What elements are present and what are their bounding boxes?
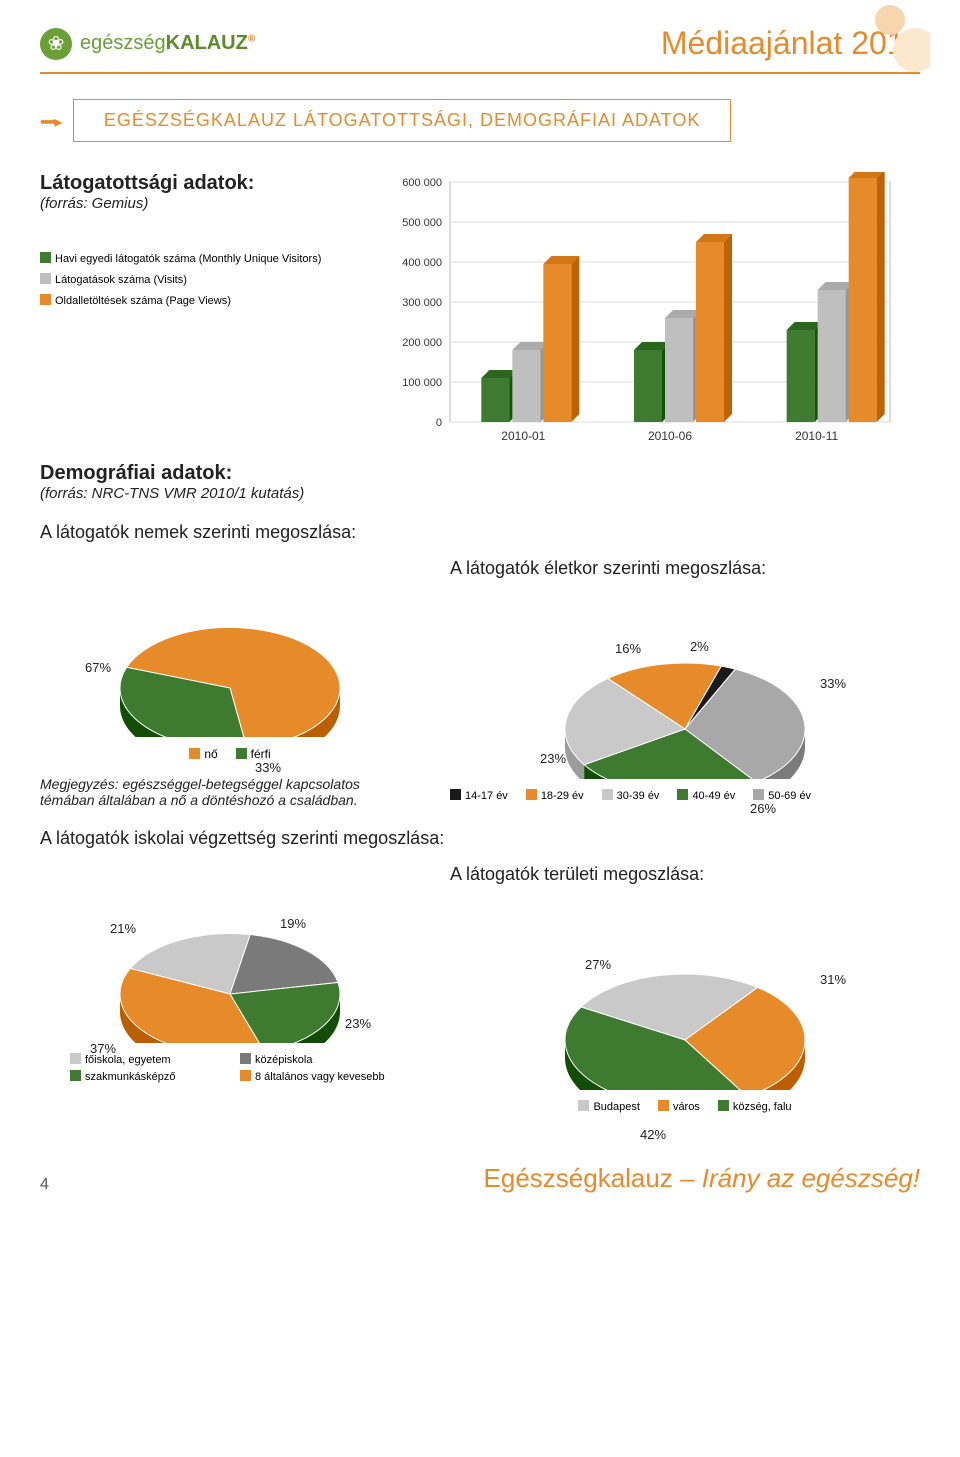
pie-slice-label: 67% — [85, 660, 111, 675]
pie-slice-label: 23% — [345, 1016, 371, 1031]
footer-tagline: Egészségkalauz – Irány az egészség! — [484, 1163, 920, 1194]
age-pie: 16%2%33%26%23% — [450, 589, 920, 779]
edu-legend: főiskola, egyetemközépiskolaszakmunkáské… — [70, 1053, 390, 1083]
logo: ❀ egészségKALAUZ® — [40, 28, 255, 60]
logo-reg: ® — [248, 33, 255, 44]
page: ❀ egészségKALAUZ® Médiaajánlat 2011 ••••… — [0, 0, 960, 1224]
pie-slice-label: 42% — [640, 1127, 666, 1142]
traffic-source: (forrás: Gemius) — [40, 195, 360, 212]
svg-text:0: 0 — [436, 417, 442, 429]
svg-text:200 000: 200 000 — [402, 337, 442, 349]
legend-item: 18-29 év — [526, 789, 584, 802]
section-title-row: ••••▸ EGÉSZSÉGKALAUZ LÁTOGATOTTSÁGI, DEM… — [40, 74, 920, 172]
legend-item: Látogatások száma (Visits) — [40, 273, 360, 288]
svg-text:300 000: 300 000 — [402, 297, 442, 309]
pie-slice-label: 37% — [90, 1041, 116, 1056]
pie-slice-label: 33% — [820, 676, 846, 691]
pie-slice-label: 33% — [255, 760, 281, 775]
legend-item: Havi egyedi látogatók száma (Monthly Uni… — [40, 252, 360, 267]
pie-slice-label: 23% — [540, 751, 566, 766]
logo-text: egészségKALAUZ® — [80, 32, 255, 55]
legend-item: szakmunkásképző — [70, 1070, 220, 1083]
region-legend: Budapest város község, falu — [450, 1100, 920, 1113]
traffic-legend: Havi egyedi látogatók száma (Monthly Uni… — [40, 252, 360, 309]
pie-slice-label: 16% — [615, 641, 641, 656]
pie-slice-label: 31% — [820, 972, 846, 987]
legend-item: középiskola — [240, 1053, 390, 1066]
svg-text:600 000: 600 000 — [402, 177, 442, 189]
gender-legend: nő férfi — [40, 747, 420, 761]
legend-item: 8 általános vagy kevesebb — [240, 1070, 390, 1083]
edu-pie: 21%19%23%37% — [40, 864, 420, 1043]
legend-item: 14-17 év — [450, 789, 508, 802]
legend-item: község, falu — [718, 1100, 792, 1113]
logo-part1: egészség — [80, 32, 166, 54]
pie-slice-label: 2% — [690, 639, 709, 654]
footer-tagline-1: Egészségkalauz – — [484, 1163, 702, 1193]
footer: 4 Egészségkalauz – Irány az egészség! — [40, 1163, 920, 1194]
footer-tagline-2: Irány az egészség! — [702, 1163, 920, 1193]
decoration-dots — [830, 5, 930, 75]
pie-slice-label: 26% — [750, 801, 776, 816]
boxed-title: EGÉSZSÉGKALAUZ LÁTOGATOTTSÁGI, DEMOGRÁFI… — [73, 99, 731, 142]
svg-text:2010-11: 2010-11 — [795, 429, 838, 443]
svg-text:400 000: 400 000 — [402, 257, 442, 269]
arrow-icon: ••••▸ — [40, 112, 60, 132]
age-title: A látogatók életkor szerinti megoszlása: — [450, 558, 920, 579]
traffic-row: Látogatottsági adatok: (forrás: Gemius) … — [40, 172, 920, 452]
legend-item: Oldalletöltések száma (Page Views) — [40, 294, 360, 309]
region-title: A látogatók területi megoszlása: — [450, 864, 920, 885]
page-number: 4 — [40, 1176, 49, 1194]
legend-item: nő — [189, 747, 217, 761]
legend-item: város — [658, 1100, 700, 1113]
demog-heading: Demográfiai adatok: — [40, 462, 920, 485]
traffic-heading: Látogatottsági adatok: — [40, 172, 360, 195]
svg-text:2010-06: 2010-06 — [648, 429, 692, 443]
legend-item: 30-39 év — [602, 789, 660, 802]
svg-text:100 000: 100 000 — [402, 377, 442, 389]
logo-part2: KALAUZ — [166, 32, 248, 54]
header: ❀ egészségKALAUZ® Médiaajánlat 2011 — [40, 25, 920, 74]
gender-note: Megjegyzés: egészséggel-betegséggel kapc… — [40, 776, 370, 808]
legend-item: Budapest — [578, 1100, 639, 1113]
legend-item: 40-49 év — [677, 789, 735, 802]
gender-pie: 67%33% — [40, 558, 420, 737]
svg-text:500 000: 500 000 — [402, 217, 442, 229]
legend-item: férfi — [236, 747, 271, 761]
pie-slice-label: 19% — [280, 916, 306, 931]
bar-chart: 0 100 000 200 000 300 000 400 000 500 000 600 … — [380, 172, 900, 452]
edu-title: A látogatók iskolai végzettség szerinti … — [40, 828, 920, 849]
region-pie: 27%31%42% — [450, 900, 920, 1090]
gender-title: A látogatók nemek szerinti megoszlása: — [40, 522, 920, 543]
pie-slice-label: 21% — [110, 921, 136, 936]
pie-slice-label: 27% — [585, 957, 611, 972]
svg-text:2010-01: 2010-01 — [501, 429, 545, 443]
age-legend: 14-17 év18-29 év30-39 év40-49 év50-69 év — [450, 789, 920, 802]
demog-source: (forrás: NRC-TNS VMR 2010/1 kutatás) — [40, 485, 920, 502]
leaf-icon: ❀ — [40, 28, 72, 60]
